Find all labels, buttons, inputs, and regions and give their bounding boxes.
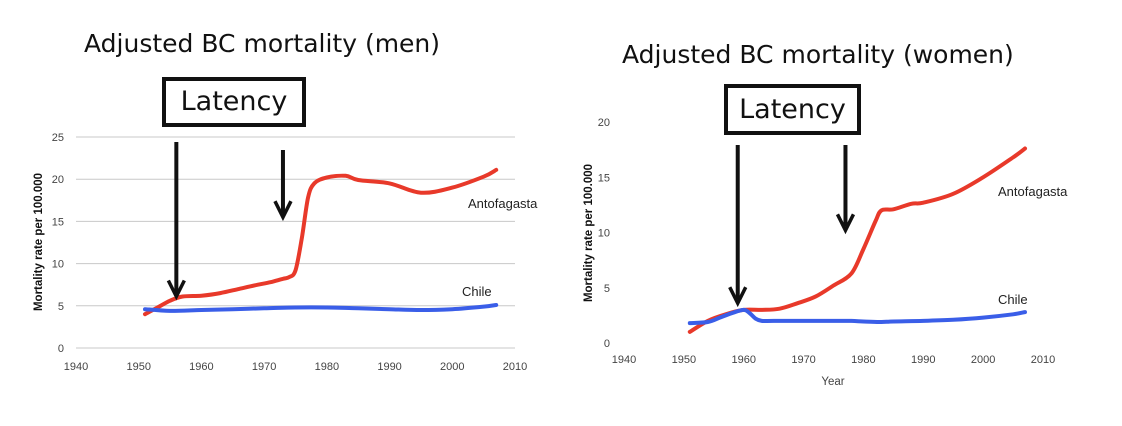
women-arrow-head — [835, 213, 856, 235]
women-y-tick-label: 15 — [598, 172, 610, 184]
women-y-axis-label: Mortality rate per 100.000 — [583, 164, 595, 302]
men-x-tick-label: 2010 — [503, 361, 527, 373]
women-x-tick-label: 2000 — [971, 354, 995, 366]
women-series-label-chile: Chile — [998, 292, 1028, 307]
men-x-tick-label: 2000 — [440, 361, 464, 373]
women-y-tick-label: 5 — [604, 283, 610, 295]
women-x-tick-label: 2010 — [1031, 354, 1055, 366]
men-series-label-chile: Chile — [462, 284, 492, 299]
men-x-tick-label: 1980 — [315, 361, 339, 373]
men-y-tick-label: 10 — [52, 259, 64, 271]
women-x-tick-label: 1980 — [851, 354, 875, 366]
men-y-tick-label: 0 — [58, 343, 64, 355]
women-arrow-head — [728, 286, 748, 308]
men-series-line-antofagasta — [143, 167, 499, 317]
men-series-line-chile — [143, 303, 499, 313]
women-y-tick-label: 0 — [604, 338, 610, 350]
men-latency-label: Latency — [181, 86, 288, 117]
men-chart-title: Adjusted BC mortality (men) — [84, 29, 440, 58]
women-latency-box — [724, 84, 861, 135]
women-series-line-chile — [687, 307, 1027, 326]
women-x-tick-label: 1940 — [612, 354, 636, 366]
men-y-tick-label: 15 — [52, 216, 64, 228]
women-y-tick-label: 20 — [598, 117, 610, 129]
men-arrow-head — [273, 200, 293, 222]
women-x-axis-label: Year — [821, 376, 844, 388]
women-x-tick-label: 1960 — [731, 354, 755, 366]
men-x-tick-label: 1950 — [126, 361, 150, 373]
men-y-axis-label: Mortality rate per 100.000 — [33, 173, 45, 311]
men-y-tick-label: 20 — [52, 174, 64, 186]
men-series-label-antofagasta: Antofagasta — [468, 196, 538, 211]
men-x-tick-label: 1970 — [252, 361, 276, 373]
men-y-tick-label: 5 — [58, 301, 64, 313]
women-latency-label: Latency — [739, 94, 846, 125]
women-x-tick-label: 1950 — [672, 354, 696, 366]
men-x-tick-label: 1960 — [189, 361, 213, 373]
women-chart: Adjusted BC mortality (women) 0 5 10 15 20 194… — [583, 40, 1068, 388]
women-x-tick-label: 1990 — [911, 354, 935, 366]
men-chart: Adjusted BC mortality (men) 0 5 10 15 20 25 194… — [33, 29, 538, 373]
men-latency-box — [162, 77, 306, 127]
men-x-tick-label: 1990 — [377, 361, 401, 373]
men-y-tick-label: 25 — [52, 132, 64, 144]
men-arrow-head — [166, 279, 186, 301]
women-x-tick-label: 1970 — [791, 354, 815, 366]
women-series-label-antofagasta: Antofagasta — [998, 184, 1068, 199]
women-chart-title: Adjusted BC mortality (women) — [622, 40, 1014, 69]
women-series-line-antofagasta — [687, 146, 1027, 334]
men-x-tick-label: 1940 — [64, 361, 88, 373]
women-y-tick-label: 10 — [598, 228, 610, 240]
